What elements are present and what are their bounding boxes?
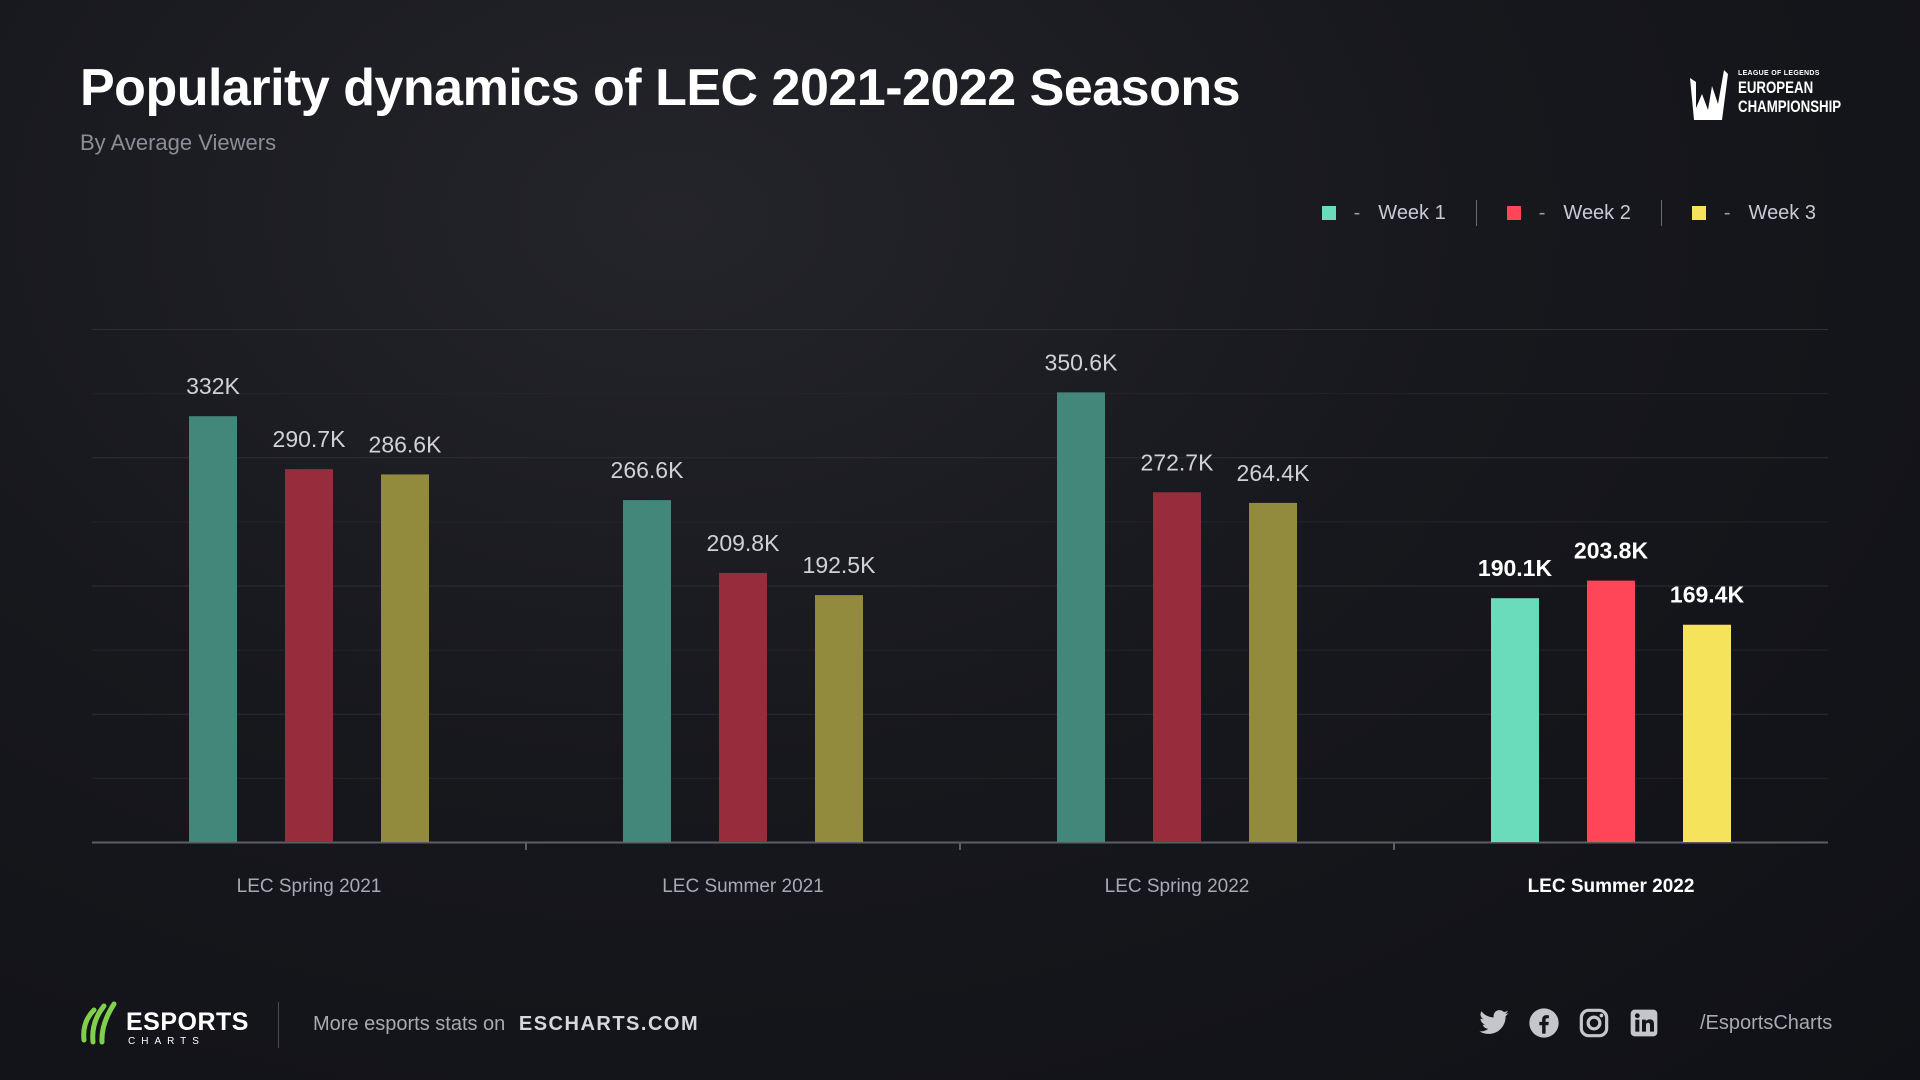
x-tick-label: LEC Spring 2022	[1105, 876, 1250, 897]
bar-week-1	[1057, 392, 1105, 842]
data-label: 290.7K	[273, 426, 347, 452]
footer-divider	[278, 1002, 279, 1048]
footer-url-link[interactable]: ESCHARTS.COM	[518, 1013, 700, 1035]
data-label: 350.6K	[1045, 349, 1119, 375]
data-label: 286.6K	[369, 431, 443, 457]
lec-emblem-icon	[1690, 70, 1728, 120]
footer-promo-text: More esports stats on	[313, 1013, 506, 1035]
legend-item-week-1: - Week 1	[1321, 201, 1446, 225]
logo-line-3: CHAMPIONSHIP	[1738, 97, 1842, 116]
bar-week-1	[189, 416, 237, 842]
chart-legend: - Week 1 - Week 2 - Week 3	[1321, 200, 1816, 226]
data-label: 192.5K	[803, 552, 877, 578]
legend-dash: -	[1538, 201, 1546, 224]
legend-dash: -	[1723, 201, 1731, 224]
legend-swatch-week-1	[1321, 206, 1336, 220]
legend-label-week-2: Week 2	[1563, 201, 1631, 224]
footer-brand: ESPORTS	[126, 1008, 249, 1036]
esports-charts-emblem-icon	[81, 1001, 117, 1045]
legend-swatch-week-2	[1506, 206, 1521, 220]
linkedin-icon[interactable]	[1628, 1007, 1660, 1039]
legend-dash: -	[1353, 201, 1361, 224]
chart-subtitle: By Average Viewers	[80, 130, 277, 155]
bar-week-2	[719, 572, 767, 842]
data-label: 264.4K	[1237, 460, 1311, 486]
bar-week-1	[623, 500, 671, 842]
legend-swatch-week-3	[1691, 206, 1706, 220]
lec-logo: LEAGUE OF LEGENDS EUROPEAN CHAMPIONSHIP	[1688, 60, 1842, 126]
legend-label-week-1: Week 1	[1378, 201, 1446, 224]
bar-week-2	[1153, 492, 1201, 842]
bar-week-1	[1491, 598, 1539, 842]
chart-title: Popularity dynamics of LEC 2021-2022 Sea…	[80, 59, 1241, 117]
data-label: 266.6K	[611, 457, 685, 483]
bar-week-3	[381, 474, 429, 842]
instagram-icon[interactable]	[1578, 1007, 1610, 1039]
legend-item-week-3: - Week 3	[1691, 201, 1816, 225]
data-label: 190.1K	[1478, 555, 1553, 581]
bar-chart: 332K 290.7K 286.6K LEC Spring 2021 266.6K 209…	[92, 329, 1828, 897]
footer-social-handle[interactable]: /EsportsCharts	[1700, 1012, 1833, 1034]
data-label: 209.8K	[707, 530, 781, 556]
data-label: 272.7K	[1141, 449, 1215, 475]
bar-week-3	[1249, 502, 1297, 842]
esports-charts-logo: ESPORTS CHARTS	[80, 1000, 250, 1050]
bar-week-2	[285, 469, 333, 842]
x-tick-label: LEC Summer 2022	[1528, 876, 1695, 897]
x-tick-label: LEC Summer 2021	[662, 876, 824, 897]
data-label: 332K	[186, 373, 240, 399]
logo-line-1: LEAGUE OF LEGENDS	[1738, 70, 1820, 77]
legend-label-week-3: Week 3	[1748, 201, 1816, 224]
footer-brand-sub: CHARTS	[128, 1036, 205, 1047]
legend-item-week-2: - Week 2	[1506, 201, 1631, 225]
bar-week-3	[1683, 624, 1731, 842]
bar-week-2	[1587, 580, 1635, 842]
facebook-icon[interactable]	[1528, 1007, 1560, 1039]
data-label: 169.4K	[1670, 582, 1745, 608]
bar-week-3	[815, 595, 863, 842]
x-tick-label: LEC Spring 2021	[237, 876, 382, 897]
twitter-icon[interactable]	[1478, 1007, 1510, 1039]
legend-divider	[1475, 200, 1477, 226]
legend-divider	[1660, 200, 1662, 226]
footer-promo: More esports stats on ESCHARTS.COM	[313, 1013, 699, 1036]
data-label: 203.8K	[1574, 538, 1649, 564]
logo-line-2: EUROPEAN	[1738, 78, 1814, 97]
